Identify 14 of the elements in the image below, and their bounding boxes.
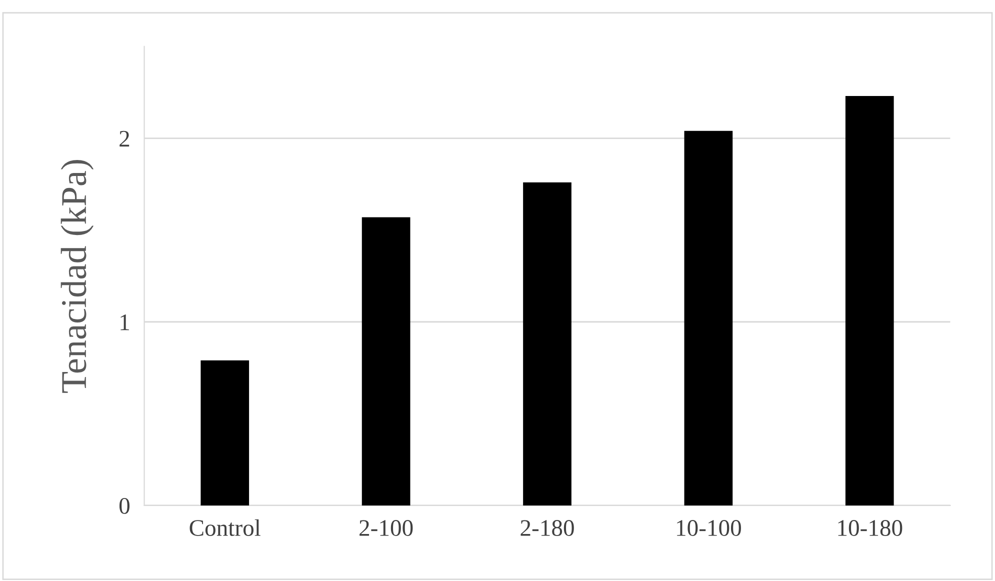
- bar: [684, 130, 733, 506]
- y-tick-label: 1: [120, 314, 129, 330]
- x-tick-label: Control: [190, 519, 260, 536]
- y-axis-title: Tenacidad (kPa): [60, 160, 94, 393]
- x-tick-label: 2-100: [360, 520, 413, 536]
- y-tick-label: 0: [119, 498, 130, 514]
- x-tick-label: 10-180: [838, 520, 902, 536]
- x-tick-label: 10-100: [677, 520, 741, 536]
- x-tick-label: 2-180: [520, 520, 574, 536]
- bar: [200, 360, 250, 506]
- bar: [845, 96, 894, 506]
- y-tick-label: 2: [120, 130, 130, 146]
- bar: [362, 217, 410, 506]
- bar: [523, 182, 572, 506]
